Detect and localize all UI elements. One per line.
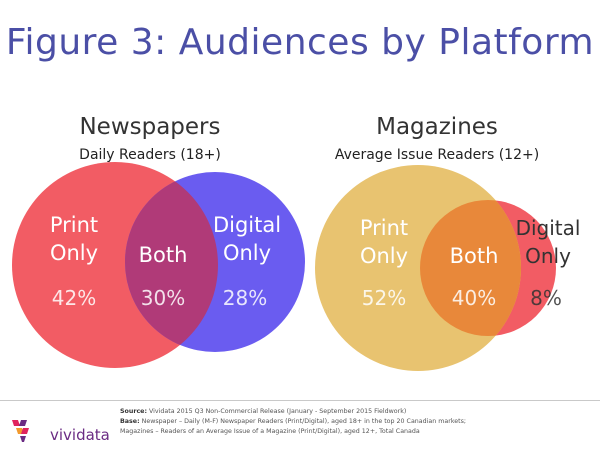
vividata-logo-icon	[12, 420, 29, 442]
source-label: Source:	[120, 408, 147, 415]
base-text: Newspaper – Daily (M-F) Newspaper Reader…	[141, 418, 466, 425]
source-notes: Source: Vividata 2015 Q3 Non-Commercial …	[120, 407, 590, 437]
newspapers-print-label-1: Print	[50, 213, 98, 237]
base-label: Base:	[120, 418, 140, 425]
page-title: Figure 3: Audiences by Platform	[5, 22, 595, 63]
magazines-both-label: Both	[450, 244, 499, 268]
magazines-overlap	[420, 200, 521, 336]
magazines-subtitle: Average Issue Readers (12+)	[335, 147, 539, 163]
source-line: Source: Vividata 2015 Q3 Non-Commercial …	[120, 407, 590, 417]
newspapers-venn: Newspapers Daily Readers (18+) Print Onl…	[12, 114, 305, 368]
base-line-2: Magazines – Readers of an Average Issue …	[120, 428, 420, 435]
newspapers-digital-label-2: Only	[223, 241, 271, 265]
magazines-print-value: 52%	[362, 286, 406, 310]
magazines-print-label-1: Print	[360, 216, 408, 240]
source-text: Vividata 2015 Q3 Non-Commercial Release …	[149, 408, 407, 415]
vividata-logo: vividata	[8, 412, 120, 446]
newspapers-digital-value: 28%	[223, 286, 267, 310]
newspapers-both-label: Both	[139, 243, 188, 267]
newspapers-overlap	[125, 172, 218, 352]
base-line: Base: Newspaper – Daily (M-F) Newspaper …	[120, 417, 590, 427]
newspapers-subtitle: Daily Readers (18+)	[79, 147, 221, 163]
magazines-both-value: 40%	[452, 286, 496, 310]
footer-divider	[0, 400, 600, 401]
magazines-title: Magazines	[376, 114, 498, 140]
venn-charts: Newspapers Daily Readers (18+) Print Onl…	[12, 114, 580, 371]
magazines-venn: Magazines Average Issue Readers (12+) Pr…	[315, 114, 580, 371]
vividata-logo-text: vividata	[50, 426, 110, 444]
newspapers-print-value: 42%	[52, 286, 96, 310]
magazines-digital-label-1: Digital	[516, 216, 581, 240]
newspapers-title: Newspapers	[79, 114, 220, 140]
magazines-digital-label-2: Only	[525, 244, 571, 268]
newspapers-both-value: 30%	[141, 286, 185, 310]
newspapers-digital-label-1: Digital	[213, 213, 281, 237]
newspapers-print-label-2: Only	[50, 241, 98, 265]
magazines-print-label-2: Only	[360, 244, 408, 268]
magazines-digital-value: 8%	[530, 286, 562, 310]
